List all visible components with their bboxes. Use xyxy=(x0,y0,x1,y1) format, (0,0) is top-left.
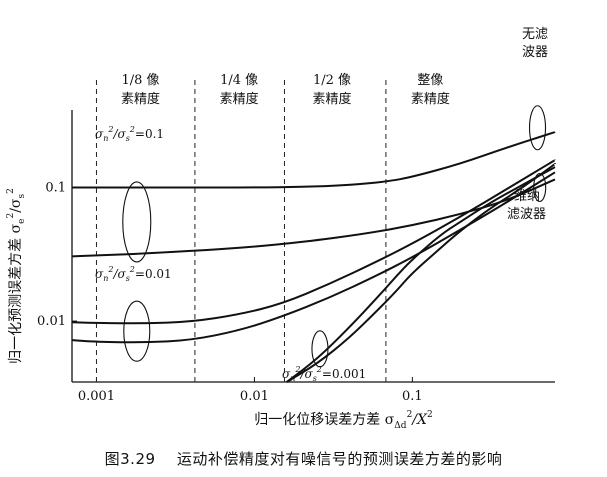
figure-caption: 图3.29 运动补偿精度对有噪信号的预测误差方差的影响 xyxy=(0,448,607,469)
series-line xyxy=(286,162,556,383)
no-filter-label: 波器 xyxy=(522,45,548,60)
wiener-filter-label: 滤波器 xyxy=(507,207,546,222)
precision-region-label: 1/8 像 xyxy=(121,73,159,88)
caption-number: 图3.29 xyxy=(104,450,156,468)
series-line xyxy=(71,171,556,344)
x-tick-label: 0.001 xyxy=(78,389,115,404)
precision-region-label: 素精度 xyxy=(313,91,352,107)
y-tick-label: 0.1 xyxy=(45,180,66,195)
precision-region-label: 素精度 xyxy=(220,91,259,107)
precision-region-label: 1/2 像 xyxy=(313,73,351,88)
group-ellipse-ratio-0.001 xyxy=(311,330,329,368)
group-ellipse-ratio-0.1 xyxy=(122,181,152,263)
series-line xyxy=(71,178,556,258)
precision-region-label: 素精度 xyxy=(411,91,450,107)
series-line xyxy=(72,131,556,189)
series-line xyxy=(286,166,556,383)
y-tick-label: 0.01 xyxy=(37,314,66,329)
group-ellipse-wiener xyxy=(533,172,547,203)
x-tick-label: 0.01 xyxy=(240,389,269,404)
series-line xyxy=(71,159,556,325)
group-ellipse-no-filter xyxy=(528,105,547,151)
group-ellipse-ratio-0.01 xyxy=(123,300,151,362)
chart-axes: 0.001 0.01 0.1 0.1 0.01 归一化位移误差方差 σΔd2/X2 归一化预… xyxy=(6,110,555,431)
precision-region-label: 素精度 xyxy=(121,91,160,107)
x-axis-title: 归一化位移误差方差 σΔd2/X2 xyxy=(254,410,432,431)
x-tick-label: 0.1 xyxy=(402,389,423,404)
ratio-label-0.001: σn2/σs2=0.001 xyxy=(282,365,366,383)
wiener-filter-label: 维纳 xyxy=(514,189,540,204)
caption-text: 运动补偿精度对有噪信号的预测误差方差的影响 xyxy=(176,450,503,468)
precision-region-label: 整像 xyxy=(417,73,443,88)
no-filter-label: 无滤 xyxy=(522,27,548,42)
ratio-label-0.01: σn2/σs2=0.01 xyxy=(95,265,172,283)
chart-series xyxy=(71,131,556,383)
y-axis-title: 归一化预测误差方差 σe2/σs2 xyxy=(6,188,27,364)
precision-boundaries xyxy=(95,80,387,382)
precision-region-label: 1/4 像 xyxy=(220,73,258,88)
ratio-label-0.1: σn2/σs2=0.1 xyxy=(95,125,164,143)
